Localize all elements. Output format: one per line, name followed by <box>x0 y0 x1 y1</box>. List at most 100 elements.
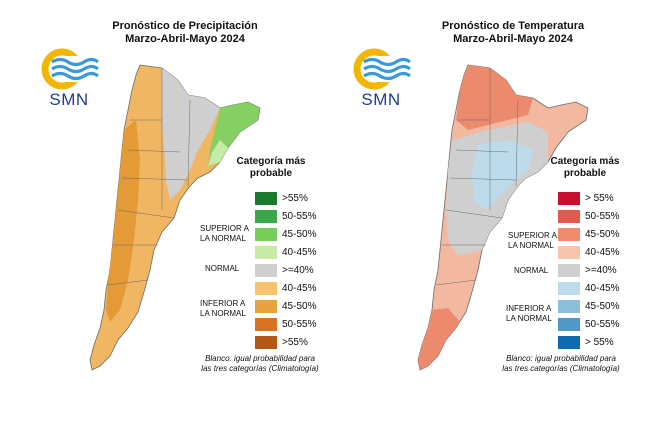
group-label-line: LA NORMAL <box>200 309 246 318</box>
legend-swatch <box>255 192 277 205</box>
legend-label: 50-55% <box>282 211 317 222</box>
legend-label: 50-55% <box>585 211 620 222</box>
legend-label: >=40% <box>282 265 314 276</box>
legend-swatch <box>255 336 277 349</box>
logo-text: SMN <box>49 90 89 109</box>
legend-label: 50-55% <box>282 319 317 330</box>
legend-item: 40-45% <box>255 246 345 260</box>
smn-logo: SMN <box>350 48 412 116</box>
panel-title: Pronóstico de Temperatura Marzo-Abril-Ma… <box>428 20 598 46</box>
legend-item: 45-50% <box>558 300 648 314</box>
legend-item: 50-55% <box>558 210 648 224</box>
legend-label: 45-50% <box>585 229 620 240</box>
legend-label: > 55% <box>585 337 614 348</box>
legend-title-line-2: probable <box>563 168 607 179</box>
title-line-1: Pronóstico de Temperatura <box>441 20 585 32</box>
legend-swatch <box>558 246 580 259</box>
legend-title-line-1: Categoría más <box>550 156 620 167</box>
group-label-inferior: INFERIOR A LA NORMAL <box>506 304 552 324</box>
legend-swatch <box>558 318 580 331</box>
map-region-superior-south <box>418 308 460 370</box>
smn-logo-icon <box>353 48 412 90</box>
legend-swatch <box>558 282 580 295</box>
legend-swatch <box>255 318 277 331</box>
legend-swatch <box>255 246 277 259</box>
legend-swatch <box>255 264 277 277</box>
title-line-1: Pronóstico de Precipitación <box>112 20 258 32</box>
map-borders <box>435 68 519 286</box>
legend-label: >=40% <box>585 265 617 276</box>
legend-item: >55% <box>255 336 345 350</box>
group-label-line: LA NORMAL <box>508 241 554 250</box>
legend-label: > 55% <box>585 193 614 204</box>
legend-label: 45-50% <box>282 301 317 312</box>
legend-label: 40-45% <box>282 247 317 258</box>
precipitation-map <box>89 64 261 371</box>
footnote-line-1: Blanco: igual probabilidad para <box>506 354 616 363</box>
legend-item: 50-55% <box>558 318 648 332</box>
legend-item: 40-45% <box>558 282 648 296</box>
map-borders <box>107 68 191 286</box>
legend-swatch <box>558 192 580 205</box>
group-label-line: LA NORMAL <box>200 234 246 243</box>
legend-label: 40-45% <box>585 283 620 294</box>
group-label-line: SUPERIOR A <box>200 224 249 233</box>
title-line-2: Marzo-Abril-Mayo 2024 <box>453 33 573 45</box>
legend-title-line-2: probable <box>249 168 293 179</box>
map-region-inferior <box>472 140 533 210</box>
legend-swatch <box>255 210 277 223</box>
legend-swatch <box>255 300 277 313</box>
legend-item: 40-45% <box>558 246 648 260</box>
map-region-inferior-dark <box>106 120 140 322</box>
group-label-superior: SUPERIOR A LA NORMAL <box>200 224 249 244</box>
title-line-2: Marzo-Abril-Mayo 2024 <box>125 33 245 45</box>
group-label-inferior: INFERIOR A LA NORMAL <box>200 299 246 319</box>
legend-swatch <box>558 210 580 223</box>
group-label-normal: NORMAL <box>205 264 240 273</box>
legend-item: >=40% <box>255 264 345 278</box>
footnote: Blanco: igual probabilidad para las tres… <box>486 354 636 374</box>
legend-label: 45-50% <box>282 229 317 240</box>
legend-swatch <box>558 336 580 349</box>
legend-label: 50-55% <box>585 319 620 330</box>
temperature-panel: Pronóstico de Temperatura Marzo-Abril-Ma… <box>328 0 648 390</box>
group-label-normal: NORMAL <box>514 266 549 275</box>
group-label-superior: SUPERIOR A LA NORMAL <box>508 231 557 251</box>
legend-item: 45-50% <box>255 228 345 242</box>
footnote-line-1: Blanco: igual probabilidad para <box>205 354 315 363</box>
legend-label: >55% <box>282 193 308 204</box>
smn-logo: SMN <box>38 48 100 116</box>
panel-title: Pronóstico de Precipitación Marzo-Abril-… <box>100 20 270 46</box>
footnote-line-2: las tres categorías (Climatología) <box>502 364 620 373</box>
legend-swatch <box>255 282 277 295</box>
legend-item: > 55% <box>558 336 648 350</box>
legend-label: 40-45% <box>282 283 317 294</box>
logo-text: SMN <box>361 90 401 109</box>
precipitation-panel: Pronóstico de Precipitación Marzo-Abril-… <box>0 0 320 390</box>
legend-item: 45-50% <box>558 228 648 242</box>
legend-swatch <box>558 300 580 313</box>
legend-item: > 55% <box>558 192 648 206</box>
legend-title: Categoría más probable <box>236 156 306 180</box>
legend-label: 40-45% <box>585 247 620 258</box>
legend-swatch <box>558 228 580 241</box>
legend-item: >55% <box>255 192 345 206</box>
legend-swatch <box>558 264 580 277</box>
group-label-line: LA NORMAL <box>506 314 552 323</box>
legend-title-line-1: Categoría más <box>236 156 306 167</box>
map-region-superior-dark <box>456 65 533 130</box>
group-label-line: INFERIOR A <box>506 304 552 313</box>
map-region-superior-light <box>208 140 228 166</box>
legend-title: Categoría más probable <box>550 156 620 180</box>
legend-item: 50-55% <box>255 210 345 224</box>
smn-logo-icon <box>41 48 100 90</box>
group-label-line: SUPERIOR A <box>508 231 557 240</box>
legend-swatch <box>255 228 277 241</box>
temperature-map <box>417 64 589 371</box>
footnote: Blanco: igual probabilidad para las tres… <box>185 354 335 374</box>
footnote-line-2: las tres categorías (Climatología) <box>201 364 319 373</box>
legend-label: >55% <box>282 337 308 348</box>
legend-label: 45-50% <box>585 301 620 312</box>
legend-item: 50-55% <box>255 318 345 332</box>
map-region-normal <box>162 68 220 200</box>
